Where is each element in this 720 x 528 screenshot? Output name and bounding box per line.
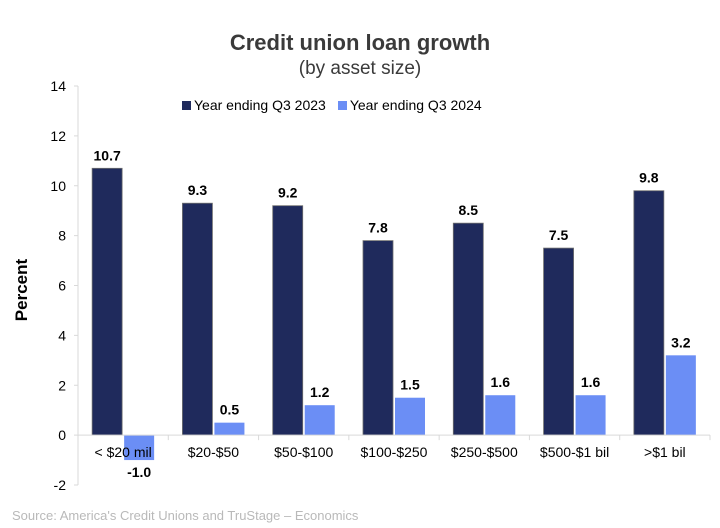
- legend: Year ending Q3 2023 Year ending Q3 2024: [182, 97, 494, 113]
- data-label-2023: 8.5: [459, 202, 479, 218]
- x-tick-label: $20-$50: [188, 444, 240, 460]
- chart-subtitle: (by asset size): [298, 58, 422, 79]
- x-tick-label: $50-$100: [274, 444, 333, 460]
- data-label-2023: 9.2: [278, 185, 298, 201]
- data-label-2023: 7.5: [549, 227, 569, 243]
- legend-label-2023: Year ending Q3 2023: [194, 97, 326, 113]
- y-tick-label: 2: [58, 377, 66, 393]
- bar-2024: [665, 355, 696, 436]
- y-tick-label: 12: [50, 128, 66, 144]
- y-tick-label: 10: [50, 178, 66, 194]
- bar-2023: [543, 247, 574, 436]
- data-label-2023: 10.7: [94, 147, 121, 163]
- y-tick-label: 14: [50, 78, 66, 94]
- bar-2024: [575, 395, 606, 436]
- bar-2024: [214, 422, 245, 436]
- data-label-2023: 9.8: [639, 170, 659, 186]
- data-label-2023: 9.3: [188, 182, 208, 198]
- bar-2023: [362, 240, 394, 436]
- legend-item-2023: Year ending Q3 2023: [182, 97, 326, 113]
- bar-2023: [91, 167, 123, 436]
- x-tick-label: >$1 bil: [644, 444, 686, 460]
- y-tick-label: 0: [58, 427, 66, 443]
- legend-swatch-2024: [337, 100, 347, 110]
- x-tick-label: $100-$250: [361, 444, 428, 460]
- data-label-2023: 7.8: [368, 220, 388, 236]
- chart-title: Credit union loan growth: [229, 30, 491, 55]
- x-tick-label: $500-$1 bil: [540, 444, 609, 460]
- bar-2024: [485, 395, 516, 436]
- data-label-2024: 0.5: [220, 402, 240, 418]
- legend-swatch-2023: [182, 100, 191, 110]
- bar-2023: [272, 205, 304, 436]
- bar-2024: [304, 405, 335, 436]
- x-tick-label: < $20 mil: [95, 444, 152, 460]
- y-tick-label: 8: [58, 228, 66, 244]
- legend-label-2024: Year ending Q3 2024: [349, 97, 482, 113]
- data-label-2024: 1.6: [491, 374, 511, 390]
- legend-item-2024: Year ending Q3 2024: [337, 97, 482, 113]
- data-label-2024: 1.2: [310, 384, 330, 400]
- data-label-2024: -1.0: [127, 464, 151, 480]
- source-note: Source: America's Credit Unions and TruS…: [12, 508, 359, 523]
- data-label-2024: 1.6: [581, 374, 601, 390]
- data-label-2024: 1.5: [400, 377, 420, 393]
- data-label-2024: 3.2: [671, 334, 691, 350]
- bar-2024: [124, 435, 155, 461]
- y-tick-label: -2: [54, 477, 67, 493]
- bar-2023: [182, 202, 213, 436]
- x-tick-label: $250-$500: [451, 444, 518, 460]
- y-tick-label: 4: [58, 327, 66, 343]
- y-tick-label: 6: [58, 278, 66, 294]
- bar-2024: [395, 397, 425, 436]
- bar-2023: [633, 190, 665, 436]
- bar-2023: [452, 222, 484, 436]
